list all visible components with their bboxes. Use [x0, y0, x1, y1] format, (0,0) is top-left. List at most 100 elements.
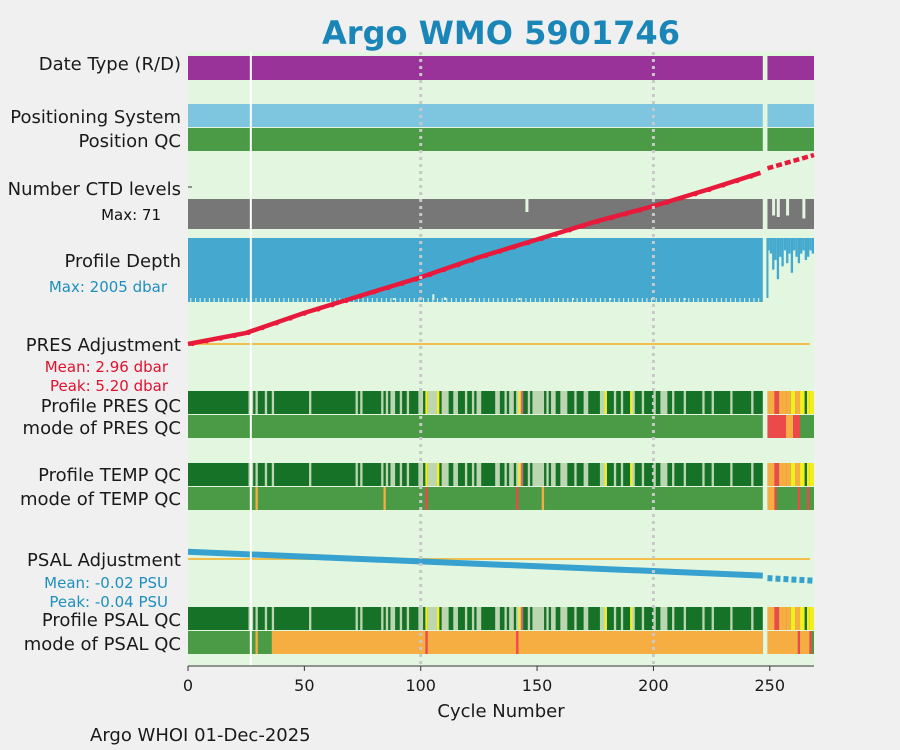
x-tick-label-100: 100 [405, 676, 436, 695]
profile-psal-qc-light-35 [653, 607, 656, 630]
profile-psal-qc-yellow-2 [518, 607, 521, 630]
profile-pres-qc-light-23 [527, 391, 531, 414]
date-point [692, 191, 698, 197]
date-point [301, 310, 307, 316]
profile-pres-qc-after-gap-1 [774, 391, 780, 414]
profile-psal-qc-light-5 [355, 607, 358, 630]
depth-comb [450, 298, 452, 302]
profile-psal-qc-light-23 [527, 607, 531, 630]
depth-comb [283, 298, 285, 302]
depth-after-gap-13 [797, 238, 801, 264]
date-point [511, 244, 517, 250]
profile-psal-qc-after-gap-6 [800, 607, 805, 630]
depth-comb [548, 298, 550, 302]
profile-pres-qc-light-15 [453, 391, 458, 414]
mode-temp-orange-1 [383, 487, 386, 510]
x-tick-label-250: 250 [755, 676, 786, 695]
row-label-1: Positioning System [10, 107, 181, 128]
depth-after-gap-7 [783, 238, 787, 251]
profile-temp-qc-light-37 [672, 463, 675, 486]
profile-psal-qc-light-40 [711, 607, 714, 630]
depth-comb [474, 298, 476, 302]
depth-comb [395, 298, 397, 302]
profile-psal-qc-light-8 [385, 607, 389, 630]
depth-after-gap-15 [802, 238, 805, 251]
profile-pres-qc-light-13 [427, 391, 438, 414]
psal-stat-1: Peak: -0.04 PSU [49, 593, 168, 611]
profile-psal-qc-light-1 [255, 607, 258, 630]
profile-temp-qc-light-14 [441, 463, 449, 486]
ctd-gap-2 [786, 199, 790, 216]
depth-comb [357, 298, 359, 302]
row-label-11: Profile PSAL QC [42, 610, 181, 631]
profile-pres-qc-after-gap-5 [795, 391, 801, 414]
profile-pres-qc-light-14 [441, 391, 449, 414]
depth-comb [697, 298, 699, 302]
profile-psal-qc-light-38 [683, 607, 687, 630]
profile-pres-qc-light-9 [390, 391, 396, 414]
mode-temp-red-1 [516, 487, 519, 510]
depth-comb [376, 298, 378, 302]
mode-temp-after-3 [797, 487, 801, 510]
mode-psal-red-0 [425, 631, 428, 654]
depth-comb [390, 298, 392, 302]
depth-comb [646, 298, 648, 302]
depth-comb [599, 298, 601, 302]
mode-pres-tail [807, 415, 814, 438]
date-point [329, 302, 335, 308]
profile-pres-qc-light-10 [399, 391, 403, 414]
date-point [315, 306, 321, 312]
profile-temp-qc-light-7 [381, 463, 384, 486]
profile-psal-qc-light-4 [309, 607, 312, 630]
profile-temp-qc-after-gap-3 [786, 463, 791, 486]
profile-temp-qc-pink-0 [520, 463, 524, 486]
profile-psal-qc-light-14 [441, 607, 449, 630]
profile-pres-qc-yellow-2 [518, 391, 521, 414]
row-label-9: mode of TEMP QC [20, 489, 181, 510]
position-qc-band-a [188, 128, 763, 151]
mode-temp-qc-a [188, 487, 763, 510]
profile-temp-qc-yellow-4 [630, 463, 633, 486]
depth-comb [334, 298, 336, 302]
depth-comb [488, 298, 490, 302]
row-label-5: PRES Adjustment [26, 335, 181, 356]
depth-comb [748, 298, 750, 302]
depth-comb [269, 298, 271, 302]
profile-pres-qc-light-21 [509, 391, 514, 414]
depth-comb [637, 298, 639, 302]
profile-temp-qc-light-11 [406, 463, 410, 486]
profile-psal-qc-light-27 [560, 607, 568, 630]
date-point [581, 223, 587, 229]
date-progression-curve-after-gap [766, 152, 815, 171]
profile-temp-qc-light-13 [427, 463, 438, 486]
profile-temp-qc-after-gap-5 [795, 463, 801, 486]
profile-psal-qc-light-28 [574, 607, 577, 630]
depth-comb [399, 298, 401, 302]
mode-pres-orange [786, 415, 794, 438]
date-point [273, 320, 279, 326]
profile-pres-qc-after-gap-9 [809, 391, 814, 414]
depth-comb [274, 298, 276, 302]
depth-comb [441, 298, 443, 302]
profile-psal-qc-yellow-3 [604, 607, 607, 630]
profile-temp-qc-light-6 [360, 463, 363, 486]
depth-after-gap-19 [811, 238, 814, 254]
profile-temp-qc-light-32 [620, 463, 624, 486]
depth-comb [236, 298, 238, 302]
profile-pres-qc-light-6 [360, 391, 363, 414]
profile-temp-qc-light-3 [271, 463, 275, 486]
profile-psal-qc-light-32 [620, 607, 624, 630]
depth-comb [371, 298, 373, 302]
mode-temp-after-0 [767, 487, 775, 510]
depth-comb [595, 298, 597, 302]
depth-comb [213, 298, 215, 302]
depth-comb [734, 298, 736, 302]
depth-comb [730, 298, 732, 302]
depth-comb [460, 298, 462, 302]
chart-title: Argo WMO 5901746 [322, 14, 680, 52]
mode-psal-strip-0 [255, 631, 258, 654]
depth-spike-4 [518, 298, 521, 300]
profile-pres-qc-light-3 [271, 391, 275, 414]
depth-comb [706, 298, 708, 302]
mode-pres-qc-a [188, 415, 763, 438]
